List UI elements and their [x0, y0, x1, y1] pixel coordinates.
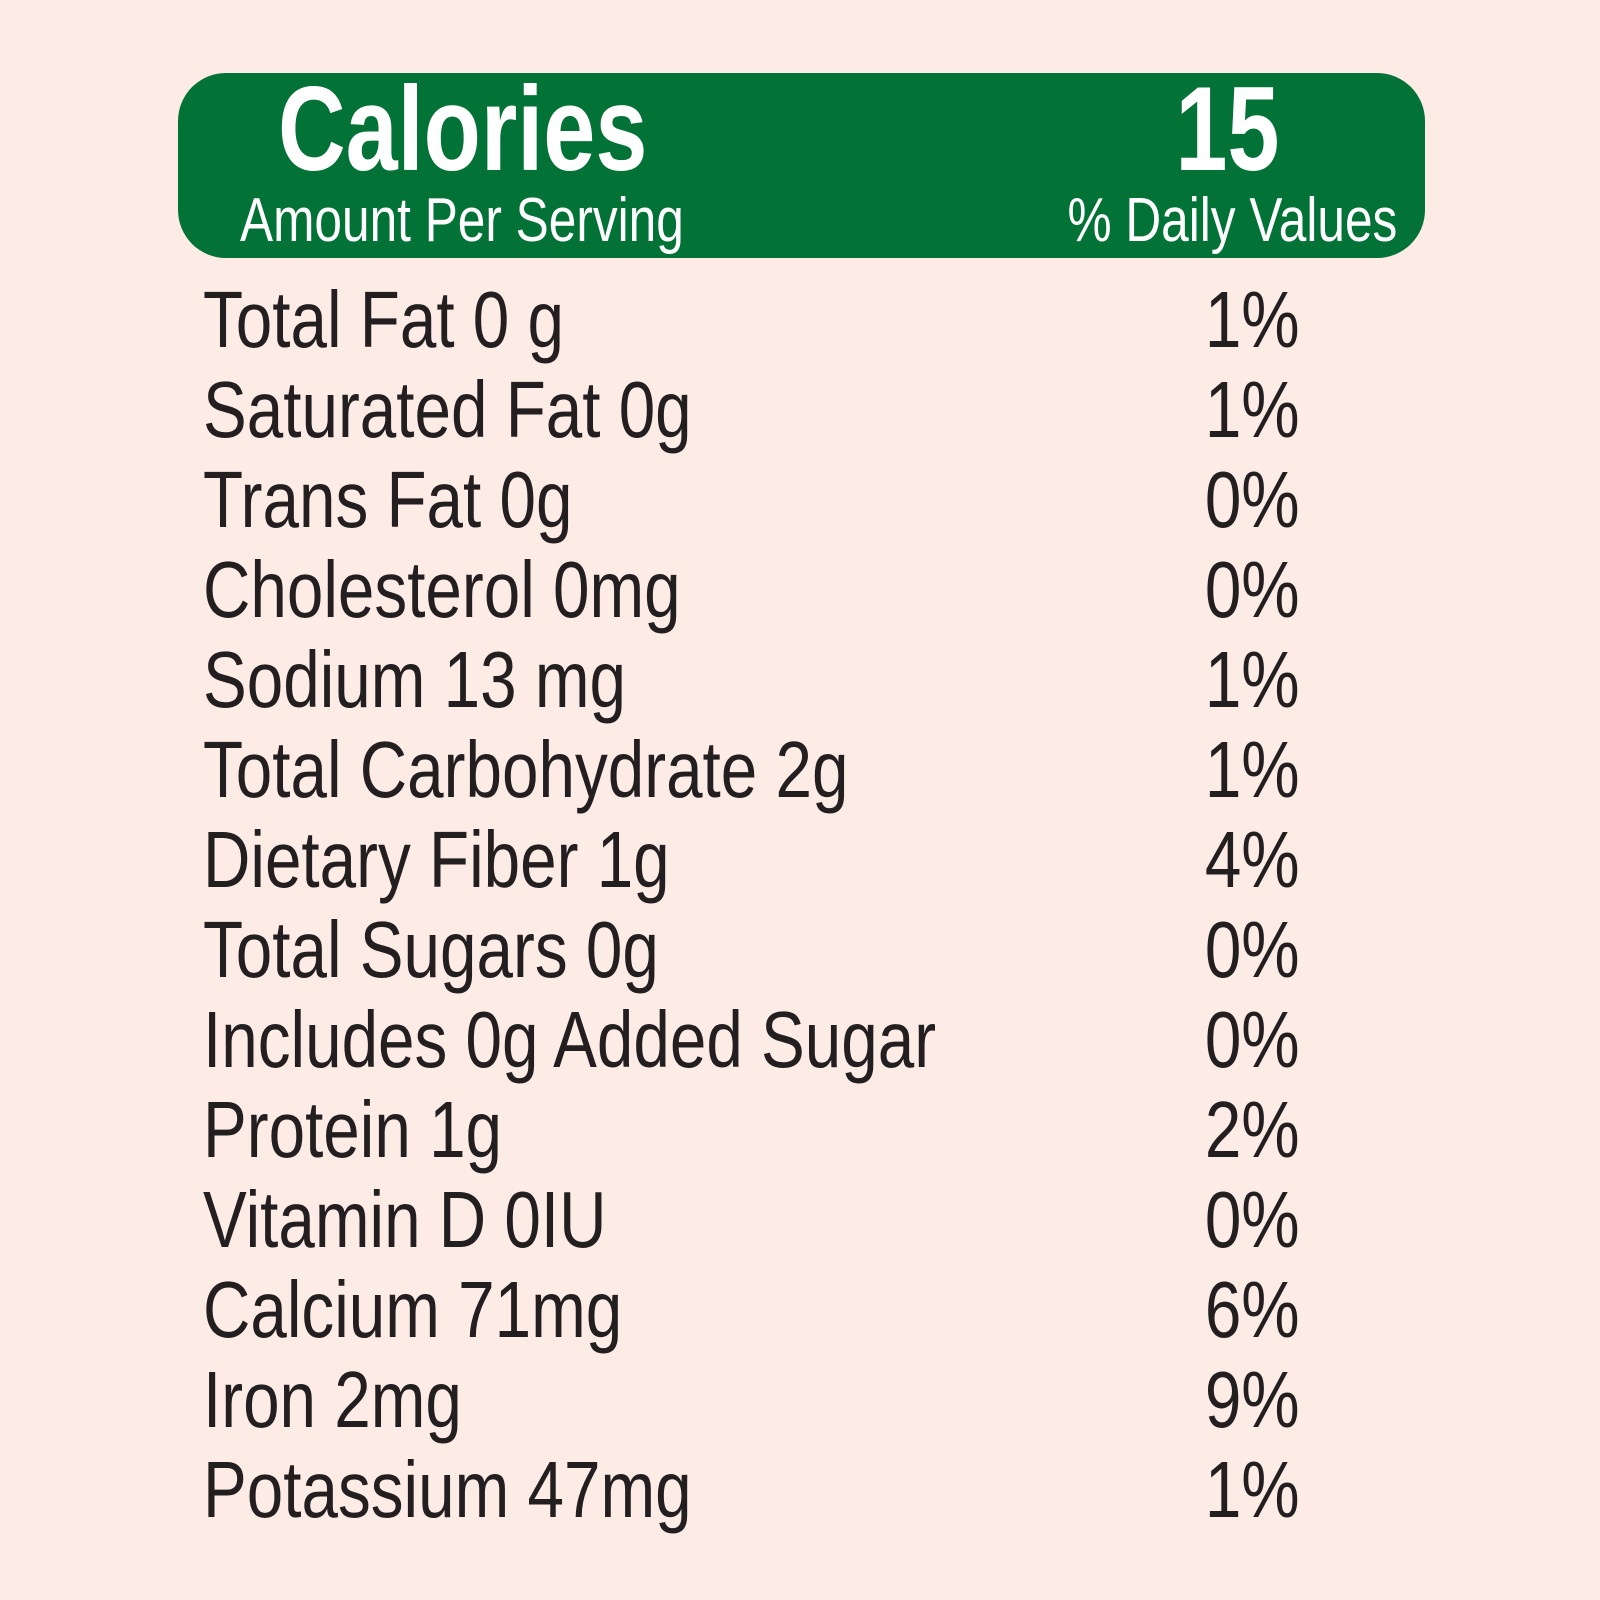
nutrient-label: Total Fat 0 g [203, 275, 564, 364]
daily-value-percent: 1% [1205, 365, 1300, 454]
nutrient-row: Total Sugars 0g 0% [0, 905, 1600, 995]
calories-value: 15 [1174, 62, 1279, 196]
daily-value-percent: 1% [1205, 275, 1300, 364]
nutrient-label: Trans Fat 0g [203, 455, 573, 544]
nutrient-row: Includes 0g Added Sugar 0% [0, 995, 1600, 1085]
daily-value-percent: 9% [1205, 1355, 1300, 1444]
daily-value-percent: 0% [1205, 1175, 1300, 1264]
nutrient-row: Iron 2mg 9% [0, 1355, 1600, 1445]
nutrient-row: Protein 1g 2% [0, 1085, 1600, 1175]
nutrient-label: Vitamin D 0IU [203, 1175, 607, 1264]
daily-value-percent: 0% [1205, 905, 1300, 994]
nutrient-row: Total Fat 0 g 1% [0, 275, 1600, 365]
nutrient-row: Vitamin D 0IU 0% [0, 1175, 1600, 1265]
daily-value-percent: 4% [1205, 815, 1300, 904]
nutrient-row: Saturated Fat 0g 1% [0, 365, 1600, 455]
daily-value-percent: 0% [1205, 455, 1300, 544]
nutrient-label: Dietary Fiber 1g [203, 815, 670, 904]
nutrient-row: Dietary Fiber 1g 4% [0, 815, 1600, 905]
daily-value-percent: 0% [1205, 995, 1300, 1084]
nutrient-label: Saturated Fat 0g [203, 365, 692, 454]
nutrient-label: Calcium 71mg [203, 1265, 623, 1354]
nutrient-row: Cholesterol 0mg 0% [0, 545, 1600, 635]
nutrient-label: Potassium 47mg [203, 1445, 692, 1534]
nutrient-label: Sodium 13 mg [203, 635, 626, 724]
nutrient-list: Total Fat 0 g 1% Saturated Fat 0g 1% Trans F… [0, 275, 1600, 1535]
nutrient-label: Protein 1g [203, 1085, 503, 1174]
nutrient-row: Trans Fat 0g 0% [0, 455, 1600, 545]
nutrient-row: Total Carbohydrate 2g 1% [0, 725, 1600, 815]
calories-header: Calories 15 Amount Per Serving % Daily V… [178, 62, 1425, 258]
calories-label: Calories [278, 62, 648, 196]
amount-per-serving: Amount Per Serving [240, 186, 684, 255]
nutrient-label: Total Sugars 0g [203, 905, 659, 994]
daily-value-percent: 1% [1205, 725, 1300, 814]
nutrient-label: Cholesterol 0mg [203, 545, 681, 634]
nutrient-label: Includes 0g Added Sugar [203, 995, 937, 1084]
daily-value-percent: 6% [1205, 1265, 1300, 1354]
daily-values-heading: % Daily Values [1067, 186, 1397, 255]
daily-value-percent: 1% [1205, 635, 1300, 724]
daily-value-percent: 1% [1205, 1445, 1300, 1534]
nutrient-row: Sodium 13 mg 1% [0, 635, 1600, 725]
daily-value-percent: 2% [1205, 1085, 1300, 1174]
nutrient-label: Total Carbohydrate 2g [203, 725, 849, 814]
nutrient-row: Potassium 47mg 1% [0, 1445, 1600, 1535]
daily-value-percent: 0% [1205, 545, 1300, 634]
nutrient-label: Iron 2mg [203, 1355, 462, 1444]
nutrient-row: Calcium 71mg 6% [0, 1265, 1600, 1355]
